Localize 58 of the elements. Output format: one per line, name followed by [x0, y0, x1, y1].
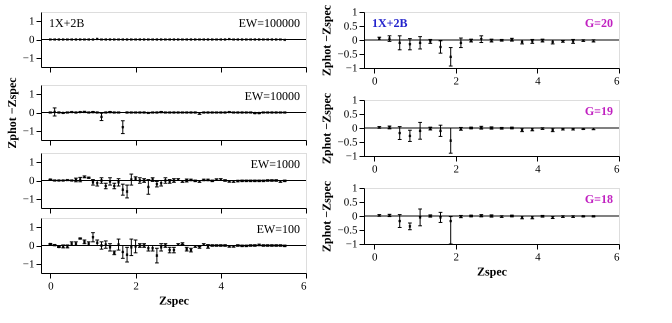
annotation: EW=10000 [244, 89, 300, 103]
x-tick-label: 4 [535, 164, 542, 176]
x-tick-label: 4 [535, 76, 542, 88]
y-tick-label: 0 [29, 34, 35, 46]
y-tick-label: 0.5 [344, 196, 358, 208]
y-tick-label: −1 [22, 258, 34, 270]
y-tick-label: 1 [352, 6, 358, 18]
y-axis-title: Zphot −Zspec [320, 180, 334, 252]
x-tick-label: 2 [454, 164, 460, 176]
annotation: G=20 [584, 16, 613, 30]
annotation: EW=100 [256, 222, 300, 236]
y-tick-label: 1 [29, 156, 34, 169]
annotation: G=18 [584, 192, 613, 206]
y-tick-label: −1 [346, 150, 358, 162]
y-axis-title: Zphot −Zspec [4, 76, 19, 149]
x-tick-label: 2 [454, 76, 460, 88]
y-tick-label: 0 [29, 107, 35, 119]
x-axis-title: Zspec [159, 294, 190, 308]
x-tick-label: 6 [614, 76, 620, 88]
y-tick-label: −1 [22, 193, 34, 206]
y-tick-label: 0.5 [344, 108, 358, 120]
x-tick-label: 2 [454, 252, 460, 264]
y-tick-label: −1 [346, 238, 358, 250]
annotation: 1X+2B [372, 16, 408, 30]
x-tick-label: 0 [372, 76, 378, 88]
x-tick-label: 6 [614, 164, 620, 176]
y-tick-label: 0 [29, 175, 35, 187]
y-tick-label: −0.5 [338, 136, 358, 148]
y-axis-title: Zphot −Zspec [320, 4, 334, 76]
x-tick-label: 6 [614, 252, 620, 264]
y-axis-title: Zphot −Zspec [320, 92, 334, 164]
y-tick-label: −1 [346, 62, 358, 74]
annotation: EW=100000 [238, 16, 300, 30]
y-tick-label: 0 [352, 210, 358, 222]
y-tick-label: 1 [352, 94, 358, 106]
y-tick-label: 1 [29, 16, 34, 28]
x-tick-label: 0 [372, 164, 378, 176]
x-tick-label: 4 [218, 280, 225, 292]
y-tick-label: 1 [29, 222, 34, 234]
annotation: EW=1000 [250, 157, 300, 171]
y-tick-label: −0.5 [338, 224, 358, 236]
x-tick-label: 0 [48, 280, 54, 292]
x-tick-label: 4 [535, 252, 542, 264]
y-tick-label: 0 [29, 240, 35, 252]
y-tick-label: 0.5 [344, 20, 358, 32]
y-tick-label: 0 [352, 34, 358, 46]
annotation: 1X+2B [49, 16, 84, 30]
y-tick-label: 1 [29, 88, 34, 101]
x-tick-label: 6 [301, 280, 307, 292]
x-tick-label: 0 [372, 252, 378, 264]
y-tick-label: −1 [22, 52, 34, 64]
y-tick-label: 0 [352, 122, 358, 134]
x-axis-title: Zspec [477, 264, 508, 278]
y-tick-label: −1 [22, 125, 34, 138]
annotation: G=19 [584, 104, 613, 118]
y-tick-label: −0.5 [338, 48, 358, 60]
x-tick-label: 2 [133, 280, 139, 292]
y-tick-label: 1 [352, 182, 358, 194]
